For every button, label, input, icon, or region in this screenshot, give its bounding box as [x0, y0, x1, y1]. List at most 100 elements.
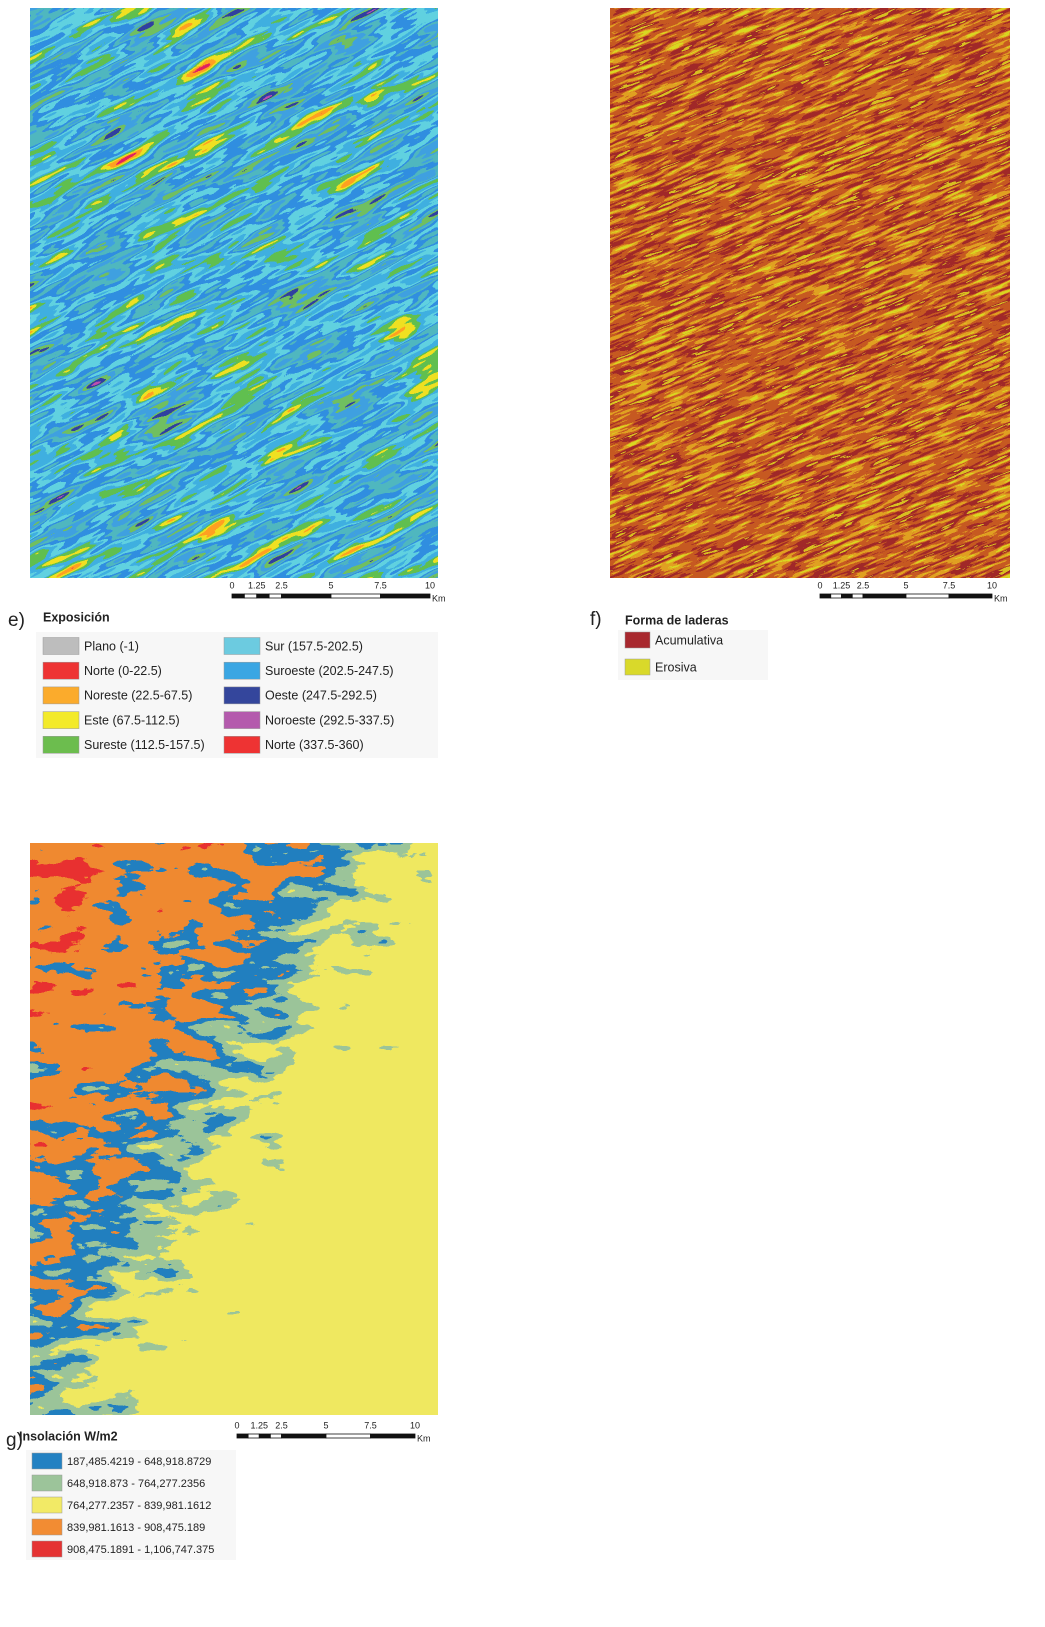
scale-segment	[863, 594, 906, 598]
scale-segment	[232, 594, 244, 598]
legend-item: Sureste (112.5-157.5)	[43, 736, 205, 753]
legend-label: Sur (157.5-202.5)	[265, 639, 363, 653]
legend-item: Erosiva	[625, 659, 697, 675]
legend-item: 648,918.873 - 764,277.2356	[32, 1475, 205, 1491]
legend-item: Este (67.5-112.5)	[43, 712, 180, 729]
legend-item: Oeste (247.5-292.5)	[224, 687, 377, 704]
legend-label: 648,918.873 - 764,277.2356	[67, 1478, 205, 1490]
legend-item: 908,475.1891 - 1,106,747.375	[32, 1541, 214, 1557]
legend-item: Acumulativa	[625, 632, 723, 648]
scale-label: 5	[903, 580, 908, 590]
legend-swatch	[32, 1497, 62, 1513]
legend-label: 764,277.2357 - 839,981.1612	[67, 1500, 211, 1512]
scale-label: 7.5	[374, 580, 387, 590]
scale-segment	[282, 594, 332, 598]
legend-label: 187,485.4219 - 648,918.8729	[67, 1456, 211, 1468]
legend-title: Forma de laderas	[625, 613, 729, 627]
legend-swatch	[43, 638, 79, 655]
legend-label: Plano (-1)	[84, 639, 139, 653]
scale-label: 1.25	[248, 580, 266, 590]
legend-swatch	[43, 736, 79, 753]
legend-label: Sureste (112.5-157.5)	[84, 738, 205, 752]
legend-swatch	[32, 1475, 62, 1491]
scale-unit: Km	[432, 593, 446, 603]
legend-swatch	[43, 662, 79, 679]
scale-label: 2.5	[857, 580, 870, 590]
scale-segment	[949, 594, 992, 598]
scale-segment	[257, 594, 269, 598]
legend-label: Noroeste (292.5-337.5)	[265, 713, 394, 727]
scale-label: 1.25	[250, 1420, 268, 1430]
legend-label: Norte (0-22.5)	[84, 664, 162, 678]
legend-swatch	[224, 638, 260, 655]
scale-label: 0	[234, 1420, 239, 1430]
panel-letter: e)	[8, 610, 25, 631]
scale-label: 0	[229, 580, 234, 590]
map-raster	[30, 843, 438, 1415]
panel-letter: f)	[590, 609, 602, 630]
legend-label: Noreste (22.5-67.5)	[84, 689, 192, 703]
scale-segment	[269, 594, 281, 598]
panel: 01.252.557.510Kmg)Insolación W/m2187,485…	[6, 1420, 431, 1560]
legend-item: Suroeste (202.5-247.5)	[224, 662, 394, 679]
scale-label: 0	[817, 580, 822, 590]
legend-swatch	[224, 662, 260, 679]
legend-item: Plano (-1)	[43, 638, 139, 655]
scale-segment	[831, 594, 842, 598]
legend-item: Noreste (22.5-67.5)	[43, 687, 192, 704]
legend-label: Suroeste (202.5-247.5)	[265, 664, 394, 678]
legend-swatch	[224, 736, 260, 753]
scale-label: 10	[425, 580, 435, 590]
figure: 0 1.25 2.5 5 7.5 10 Km e) Exposición Plano (-1) No…	[0, 0, 1045, 1622]
panel: 0 1.25 2.5 5 7.5 10 Km f) Forma de laderas Acumul…	[590, 580, 1008, 680]
legend-item: 187,485.4219 - 648,918.8729	[32, 1453, 211, 1469]
legend-title: Insolación W/m2	[19, 1429, 118, 1443]
legend-swatch	[43, 687, 79, 704]
scale-segment	[326, 1434, 371, 1438]
legend-swatch	[32, 1453, 62, 1469]
legend-label: Este (67.5-112.5)	[84, 713, 180, 727]
legend-swatch	[625, 632, 650, 648]
legend-label: 908,475.1891 - 1,106,747.375	[67, 1544, 214, 1556]
legend-item: Norte (337.5-360)	[224, 736, 364, 753]
scale-label: 10	[410, 1420, 420, 1430]
legend-item: Norte (0-22.5)	[43, 662, 162, 679]
scale-label: 2.5	[275, 580, 288, 590]
legend-title: Exposición	[43, 610, 110, 624]
scale-segment	[244, 594, 256, 598]
scale-segment	[248, 1434, 259, 1438]
scale-segment	[381, 594, 431, 598]
scale-label: 5	[323, 1420, 328, 1430]
legend-item: 839,981.1613 - 908,475.189	[32, 1519, 205, 1535]
scale-label: 1.25	[833, 580, 851, 590]
scale-segment	[282, 1434, 327, 1438]
legend-label: Norte (337.5-360)	[265, 738, 364, 752]
page: { "panels": [ { "letter": "e)", "legend_…	[0, 0, 1045, 1622]
scale-segment	[842, 594, 853, 598]
legend-label: 839,981.1613 - 908,475.189	[67, 1522, 205, 1534]
scale-segment	[371, 1434, 416, 1438]
scale-unit: Km	[417, 1433, 431, 1443]
legend-swatch	[43, 712, 79, 729]
scale-bar: 0 1.25 2.5 5 7.5 10 Km	[817, 580, 1007, 603]
map-insolation	[30, 843, 438, 1415]
legend-item: Noroeste (292.5-337.5)	[224, 712, 394, 729]
scale-label: 7.5	[943, 580, 956, 590]
legend-swatch	[32, 1541, 62, 1557]
scale-label: 7.5	[364, 1420, 377, 1430]
scale-unit: Km	[994, 593, 1008, 603]
legend-item: Sur (157.5-202.5)	[224, 638, 363, 655]
scale-label: 2.5	[275, 1420, 288, 1430]
legend-label: Oeste (247.5-292.5)	[265, 689, 377, 703]
scale-bar: 0 1.25 2.5 5 7.5 10 Km	[234, 1420, 430, 1443]
legend-swatch	[224, 712, 260, 729]
scale-segment	[906, 594, 949, 598]
scale-segment	[270, 1434, 281, 1438]
legend-item: 764,277.2357 - 839,981.1612	[32, 1497, 211, 1513]
legend-swatch	[625, 659, 650, 675]
scale-label: 10	[987, 580, 997, 590]
legend-swatch	[32, 1519, 62, 1535]
scale-segment	[331, 594, 381, 598]
legend-swatch	[224, 687, 260, 704]
